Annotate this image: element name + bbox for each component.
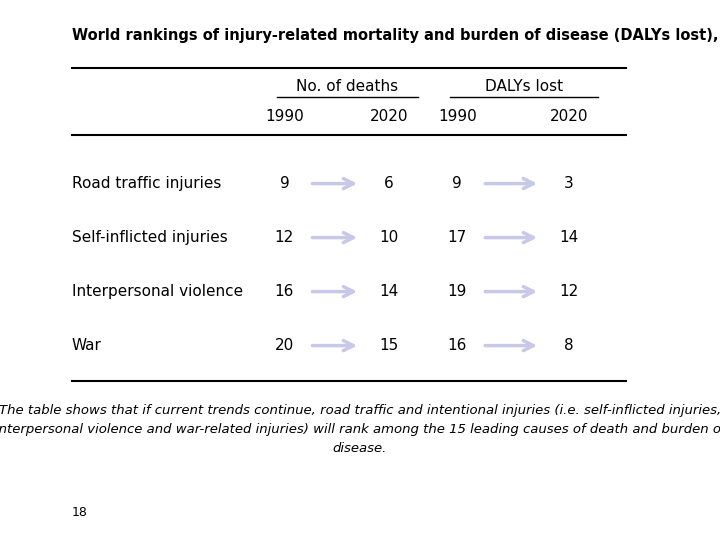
Text: 15: 15 — [379, 338, 398, 353]
Text: Self-inflicted injuries: Self-inflicted injuries — [72, 230, 228, 245]
Text: 1990: 1990 — [438, 109, 477, 124]
Text: 19: 19 — [448, 284, 467, 299]
Text: 10: 10 — [379, 230, 398, 245]
Text: 9: 9 — [452, 176, 462, 191]
Text: 14: 14 — [379, 284, 398, 299]
Text: 12: 12 — [275, 230, 294, 245]
Text: 17: 17 — [448, 230, 467, 245]
Text: 6: 6 — [384, 176, 394, 191]
Text: Road traffic injuries: Road traffic injuries — [72, 176, 221, 191]
Text: 16: 16 — [275, 284, 294, 299]
Text: 12: 12 — [559, 284, 578, 299]
Text: No. of deaths: No. of deaths — [297, 79, 398, 94]
Text: World rankings of injury-related mortality and burden of disease (DALYs lost), 1: World rankings of injury-related mortali… — [72, 28, 720, 43]
Text: 3: 3 — [564, 176, 574, 191]
Text: 1990: 1990 — [265, 109, 304, 124]
Text: disease.: disease. — [333, 442, 387, 455]
Text: Interpersonal violence: Interpersonal violence — [72, 284, 243, 299]
Text: interpersonal violence and war-related injuries) will rank among the 15 leading : interpersonal violence and war-related i… — [0, 423, 720, 436]
Text: 9: 9 — [279, 176, 289, 191]
Text: 16: 16 — [448, 338, 467, 353]
Text: The table shows that if current trends continue, road traffic and intentional in: The table shows that if current trends c… — [0, 404, 720, 417]
Text: 2020: 2020 — [549, 109, 588, 124]
Text: 8: 8 — [564, 338, 574, 353]
Text: War: War — [72, 338, 102, 353]
Text: 14: 14 — [559, 230, 578, 245]
Text: 18: 18 — [72, 507, 88, 519]
Text: 20: 20 — [275, 338, 294, 353]
Text: DALYs lost: DALYs lost — [485, 79, 563, 94]
Text: 2020: 2020 — [369, 109, 408, 124]
